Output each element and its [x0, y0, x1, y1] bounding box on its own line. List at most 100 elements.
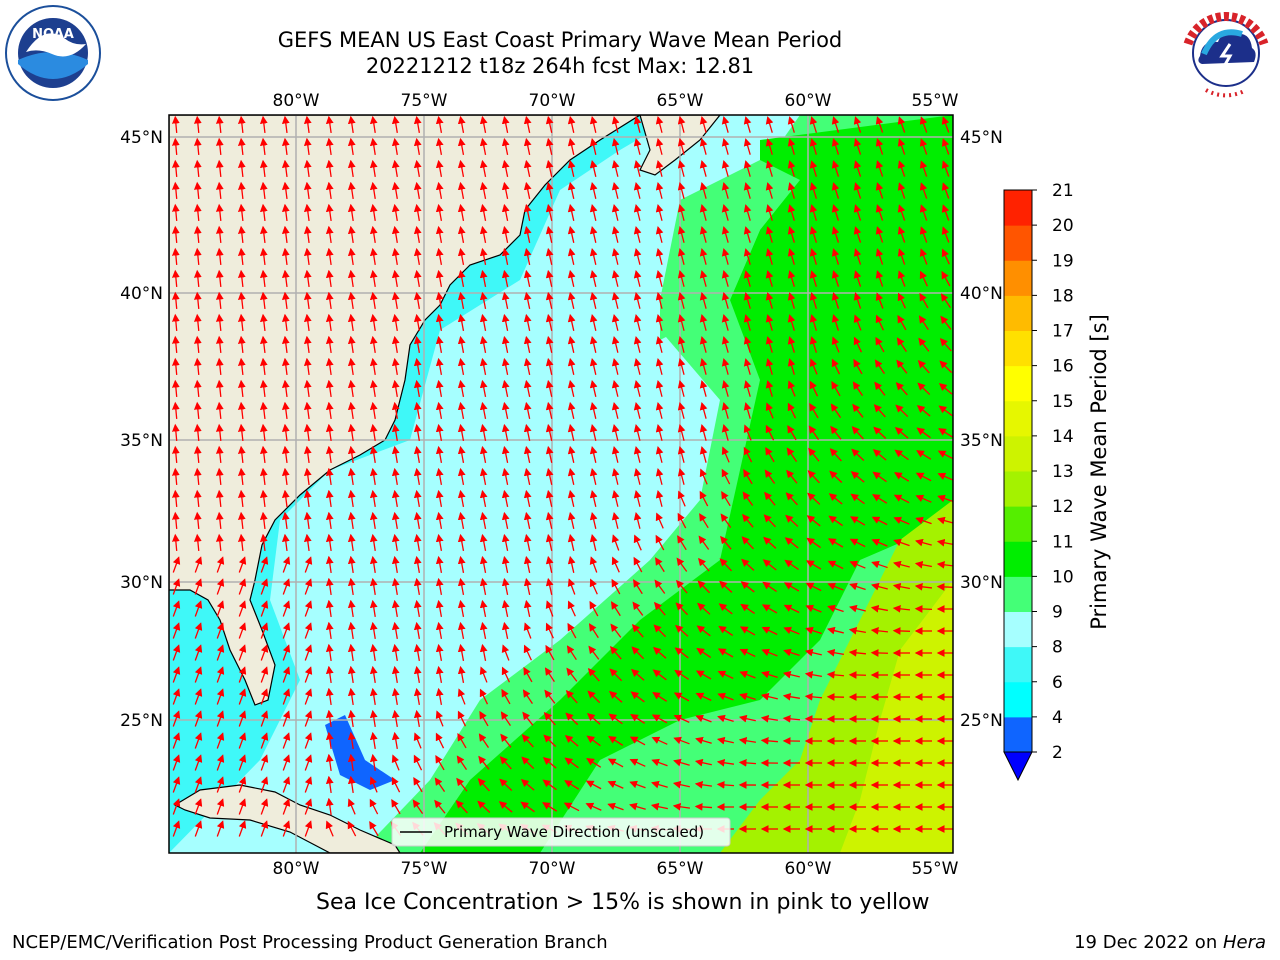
wave-arrow [413, 247, 422, 265]
wave-arrow [216, 556, 225, 573]
wave-arrow [611, 291, 620, 309]
wave-arrow [194, 754, 203, 771]
wave-arrow [721, 314, 730, 331]
wave-arrow [633, 225, 642, 243]
wave-arrow [457, 357, 466, 375]
wave-arrow [171, 445, 180, 464]
wave-arrow [479, 379, 488, 397]
wave-arrow [677, 490, 686, 507]
wave-arrow [567, 489, 576, 507]
wave-arrow [941, 248, 950, 265]
wave-arrow [523, 423, 532, 441]
wave-arrow [391, 291, 400, 309]
wave-arrow [611, 137, 620, 155]
wave-arrow [743, 446, 753, 463]
wave-arrow [915, 538, 932, 547]
wave-arrow [172, 666, 181, 683]
wave-arrow [875, 204, 884, 221]
wave-arrow [391, 203, 400, 221]
wave-arrow [325, 159, 334, 178]
wave-arrow [501, 644, 510, 661]
wave-arrow [523, 599, 532, 617]
wave-arrow [611, 423, 620, 441]
wave-arrow [870, 626, 889, 635]
wave-arrow [435, 489, 444, 507]
wave-arrow [413, 599, 422, 617]
wave-arrow [698, 557, 710, 572]
wave-arrow [589, 467, 598, 485]
wave-arrow [478, 733, 490, 748]
wave-arrow [347, 291, 356, 310]
wave-arrow [677, 380, 686, 397]
wave-arrow [674, 669, 690, 680]
wave-arrow [282, 688, 291, 705]
wave-arrow [193, 313, 202, 332]
wave-arrow [699, 358, 708, 375]
wave-arrow [545, 467, 554, 485]
wave-arrow [282, 754, 291, 771]
wave-arrow [787, 358, 796, 375]
wave-arrow [937, 516, 953, 525]
wave-arrow [566, 667, 578, 682]
wave-arrow [435, 335, 444, 353]
wave-arrow [831, 248, 840, 265]
wave-arrow [806, 515, 821, 527]
wave-arrow [369, 357, 378, 376]
wave-arrow [523, 357, 532, 375]
wave-arrow [897, 314, 907, 331]
wave-arrow [193, 291, 202, 310]
wave-arrow [347, 159, 356, 178]
wave-arrow [850, 493, 865, 505]
wave-arrow [830, 403, 842, 418]
wave-arrow [215, 159, 224, 178]
wave-arrow [457, 313, 466, 331]
wave-arrow [194, 622, 203, 639]
wave-arrow [611, 159, 620, 177]
wave-arrow [676, 579, 688, 594]
wave-arrow [787, 226, 796, 243]
lon-tick-top: 70°W [529, 91, 576, 111]
wave-arrow [765, 226, 774, 243]
wave-arrow [629, 780, 646, 789]
wave-arrow [501, 533, 510, 551]
wave-arrow [567, 401, 576, 419]
wave-arrow [633, 335, 642, 353]
wave-arrow [281, 115, 290, 134]
wave-arrow [413, 181, 422, 199]
wave-arrow [237, 401, 246, 420]
wave-arrow [347, 731, 356, 750]
wave-arrow [807, 470, 820, 484]
wave-arrow [894, 427, 909, 439]
wave-arrow [325, 665, 334, 684]
wave-arrow [347, 643, 356, 662]
wave-arrow [259, 445, 268, 464]
wave-arrow [941, 270, 951, 287]
wave-arrow [171, 313, 180, 332]
wave-arrow [347, 269, 356, 288]
wave-arrow [391, 115, 400, 133]
wave-arrow [369, 599, 378, 618]
wave-arrow [523, 467, 532, 485]
wave-arrow [853, 226, 862, 243]
wave-arrow [567, 622, 577, 639]
wave-arrow [804, 670, 822, 679]
wave-arrow [743, 424, 752, 441]
wave-arrow [238, 776, 247, 793]
wave-arrow [633, 534, 642, 551]
wave-arrow [479, 688, 489, 705]
wave-arrow [611, 379, 620, 397]
wave-arrow [717, 670, 734, 680]
wave-arrow [743, 226, 752, 243]
wave-arrow [391, 313, 400, 331]
wave-arrow [282, 732, 291, 749]
wave-arrow [523, 203, 532, 221]
wave-arrow [457, 137, 466, 155]
wave-arrow [699, 248, 708, 265]
wave-arrow [347, 687, 356, 706]
lon-tick-top: 75°W [401, 91, 448, 111]
colorbar-tick-label: 10 [1052, 567, 1074, 587]
wave-arrow [893, 560, 910, 569]
wave-arrow [501, 555, 510, 573]
wave-arrow [216, 666, 225, 683]
wave-arrow [717, 692, 734, 701]
